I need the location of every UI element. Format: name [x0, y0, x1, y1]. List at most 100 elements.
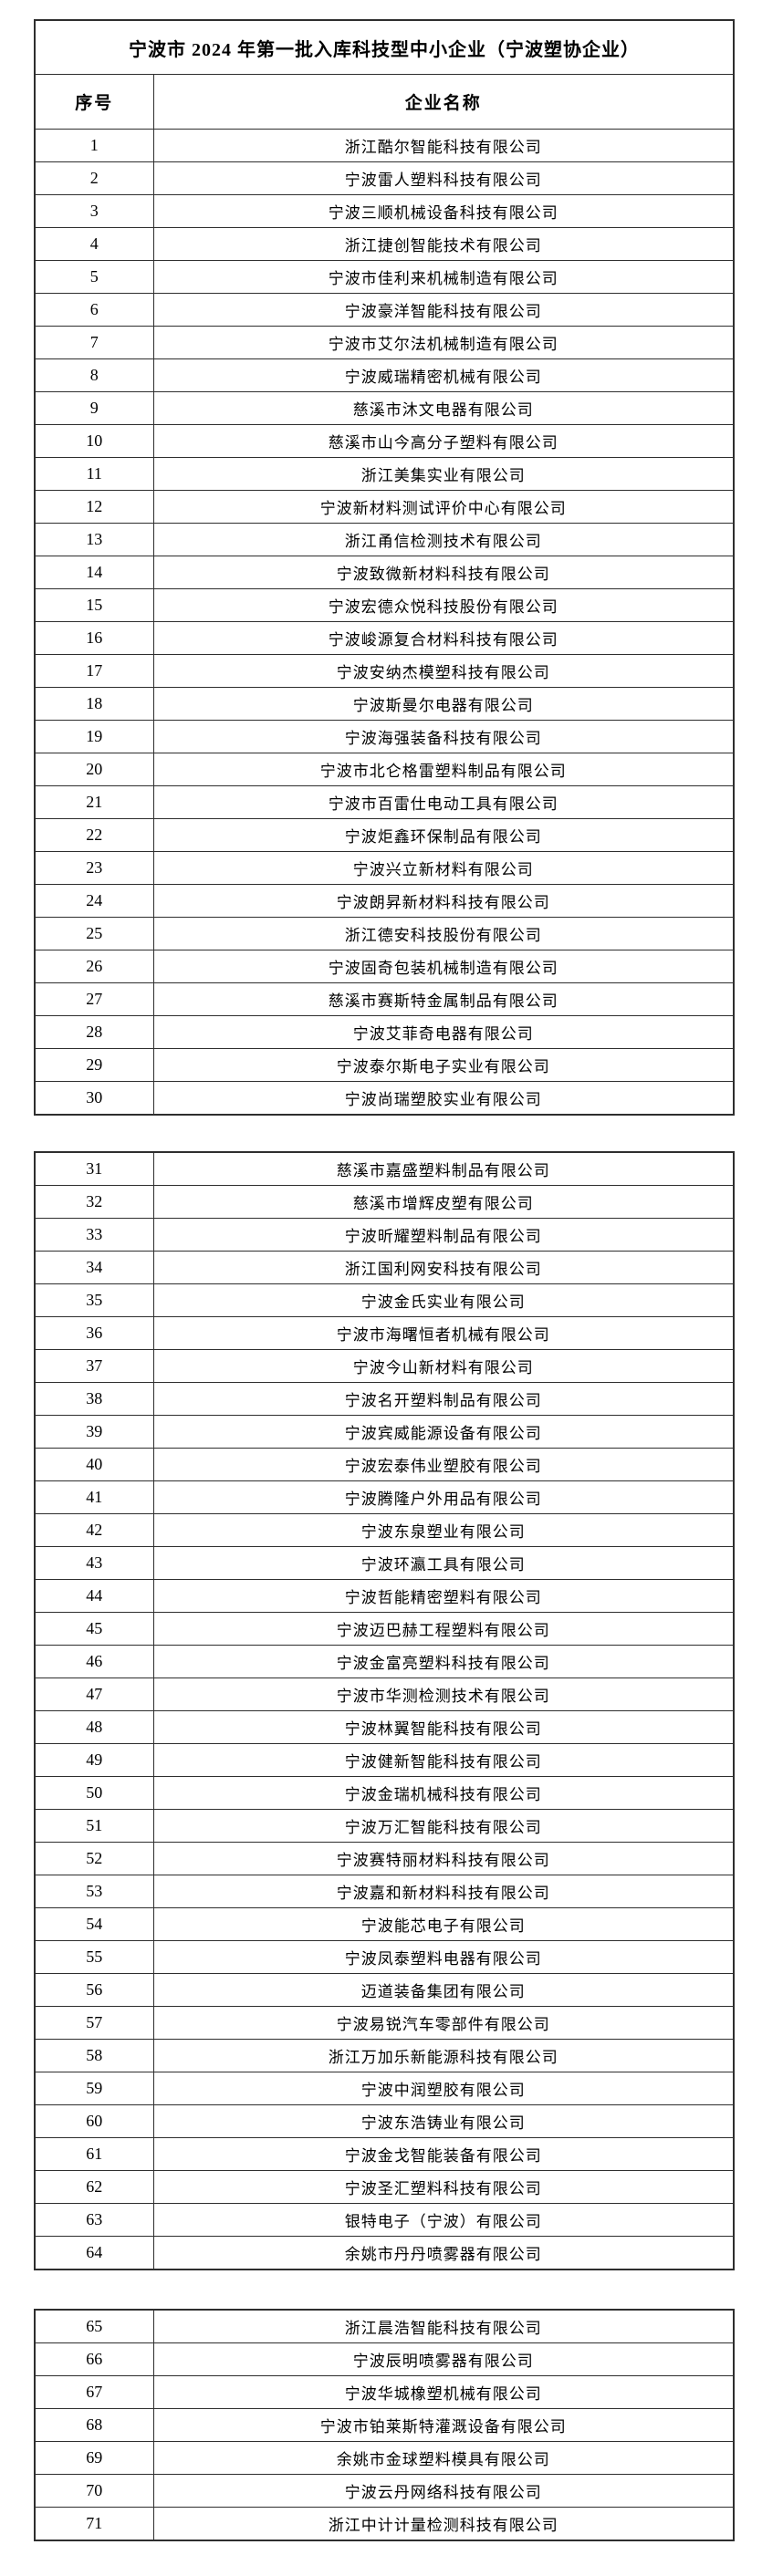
table-row: 36 宁波市海曙恒者机械有限公司: [34, 1316, 735, 1350]
row-index: 1: [34, 129, 154, 162]
table-row: 59 宁波中润塑胶有限公司: [34, 2072, 735, 2105]
company-name: 浙江甬信检测技术有限公司: [152, 523, 735, 556]
row-index: 59: [34, 2072, 154, 2105]
row-index: 41: [34, 1480, 154, 1514]
row-index: 45: [34, 1612, 154, 1646]
row-index: 6: [34, 293, 154, 327]
companies-table-segment-3: 65 浙江晨浩智能科技有限公司 66 宁波辰明喷雾器有限公司 67 宁波华城橡塑机械有限公…: [34, 2309, 735, 2541]
row-index: 42: [34, 1513, 154, 1547]
row-index: 64: [34, 2236, 154, 2270]
table-row: 31 慈溪市嘉盛塑料制品有限公司: [34, 1151, 735, 1186]
company-name: 宁波华城橡塑机械有限公司: [152, 2375, 735, 2409]
company-name: 浙江捷创智能技术有限公司: [152, 227, 735, 261]
row-index: 60: [34, 2104, 154, 2138]
column-header-company: 企业名称: [152, 74, 735, 130]
row-index: 23: [34, 851, 154, 885]
table-row: 16 宁波峻源复合材料科技有限公司: [34, 621, 735, 655]
table-row: 4 浙江捷创智能技术有限公司: [34, 227, 735, 261]
row-index: 28: [34, 1015, 154, 1049]
table-row: 6 宁波豪洋智能科技有限公司: [34, 293, 735, 327]
table-row: 48 宁波林翼智能科技有限公司: [34, 1710, 735, 1744]
company-name: 宁波东浩铸业有限公司: [152, 2104, 735, 2138]
row-index: 2: [34, 161, 154, 195]
row-index: 12: [34, 490, 154, 524]
company-name: 宁波艾菲奇电器有限公司: [152, 1015, 735, 1049]
company-name: 宁波今山新材料有限公司: [152, 1349, 735, 1383]
company-name: 宁波环瀛工具有限公司: [152, 1546, 735, 1580]
company-name: 慈溪市赛斯特金属制品有限公司: [152, 982, 735, 1016]
row-index: 21: [34, 785, 154, 819]
row-index: 62: [34, 2170, 154, 2204]
company-name: 宁波能芯电子有限公司: [152, 1907, 735, 1941]
company-name: 宁波云丹网络科技有限公司: [152, 2474, 735, 2508]
row-index: 25: [34, 917, 154, 950]
row-index: 16: [34, 621, 154, 655]
table-row: 61 宁波金戈智能装备有限公司: [34, 2137, 735, 2171]
company-name: 宁波宏泰伟业塑胶有限公司: [152, 1448, 735, 1481]
column-header-index: 序号: [34, 74, 154, 130]
table-row: 41 宁波腾隆户外用品有限公司: [34, 1480, 735, 1514]
row-index: 36: [34, 1316, 154, 1350]
company-name: 宁波金瑞机械科技有限公司: [152, 1776, 735, 1810]
table-row: 55 宁波凤泰塑料电器有限公司: [34, 1940, 735, 1974]
table-row: 49 宁波健新智能科技有限公司: [34, 1743, 735, 1777]
row-index: 22: [34, 818, 154, 852]
table-row: 15 宁波宏德众悦科技股份有限公司: [34, 588, 735, 622]
table-row: 25 浙江德安科技股份有限公司: [34, 917, 735, 950]
row-index: 13: [34, 523, 154, 556]
row-index: 38: [34, 1382, 154, 1416]
company-name: 宁波哲能精密塑料有限公司: [152, 1579, 735, 1613]
company-name: 宁波雷人塑料科技有限公司: [152, 161, 735, 195]
row-index: 69: [34, 2441, 154, 2475]
table-row: 53 宁波嘉和新材料科技有限公司: [34, 1875, 735, 1908]
company-name: 宁波市艾尔法机械制造有限公司: [152, 326, 735, 359]
row-index: 24: [34, 884, 154, 918]
company-name: 宁波威瑞精密机械有限公司: [152, 358, 735, 392]
row-index: 30: [34, 1081, 154, 1116]
company-name: 宁波三顺机械设备科技有限公司: [152, 194, 735, 228]
company-name: 浙江酷尔智能科技有限公司: [152, 129, 735, 162]
table-row: 70 宁波云丹网络科技有限公司: [34, 2474, 735, 2508]
company-name: 迈道装备集团有限公司: [152, 1973, 735, 2007]
table-row: 60 宁波东浩铸业有限公司: [34, 2104, 735, 2138]
company-name: 宁波名开塑料制品有限公司: [152, 1382, 735, 1416]
table-body-segment-2: 31 慈溪市嘉盛塑料制品有限公司 32 慈溪市增辉皮塑有限公司 33 宁波昕耀塑料制品有限…: [34, 1151, 735, 2270]
row-index: 34: [34, 1251, 154, 1284]
table-row: 8 宁波威瑞精密机械有限公司: [34, 358, 735, 392]
company-name: 宁波炬鑫环保制品有限公司: [152, 818, 735, 852]
table-row: 3 宁波三顺机械设备科技有限公司: [34, 194, 735, 228]
company-name: 浙江德安科技股份有限公司: [152, 917, 735, 950]
row-index: 7: [34, 326, 154, 359]
table-row: 51 宁波万汇智能科技有限公司: [34, 1809, 735, 1843]
row-index: 48: [34, 1710, 154, 1744]
table-row: 27 慈溪市赛斯特金属制品有限公司: [34, 982, 735, 1016]
row-index: 54: [34, 1907, 154, 1941]
company-name: 宁波安纳杰模塑科技有限公司: [152, 654, 735, 688]
row-index: 51: [34, 1809, 154, 1843]
company-name: 余姚市丹丹喷雾器有限公司: [152, 2236, 735, 2270]
company-name: 宁波凤泰塑料电器有限公司: [152, 1940, 735, 1974]
row-index: 37: [34, 1349, 154, 1383]
row-index: 19: [34, 720, 154, 753]
company-name: 宁波金富亮塑料科技有限公司: [152, 1645, 735, 1678]
company-name: 宁波宏德众悦科技股份有限公司: [152, 588, 735, 622]
table-row: 45 宁波迈巴赫工程塑料有限公司: [34, 1612, 735, 1646]
company-name: 宁波腾隆户外用品有限公司: [152, 1480, 735, 1514]
table-row: 46 宁波金富亮塑料科技有限公司: [34, 1645, 735, 1678]
table-row: 52 宁波赛特丽材料科技有限公司: [34, 1842, 735, 1875]
company-name: 宁波峻源复合材料科技有限公司: [152, 621, 735, 655]
table-row: 54 宁波能芯电子有限公司: [34, 1907, 735, 1941]
row-index: 66: [34, 2342, 154, 2376]
row-index: 53: [34, 1875, 154, 1908]
company-name: 宁波泰尔斯电子实业有限公司: [152, 1048, 735, 1082]
row-index: 10: [34, 424, 154, 458]
company-name: 银特电子（宁波）有限公司: [152, 2203, 735, 2237]
table-row: 56 迈道装备集团有限公司: [34, 1973, 735, 2007]
table-row: 66 宁波辰明喷雾器有限公司: [34, 2342, 735, 2376]
company-name: 宁波中润塑胶有限公司: [152, 2072, 735, 2105]
row-index: 31: [34, 1151, 154, 1186]
table-row: 68 宁波市铂莱斯特灌溉设备有限公司: [34, 2408, 735, 2442]
company-name: 慈溪市增辉皮塑有限公司: [152, 1185, 735, 1219]
table-body-segment-3: 65 浙江晨浩智能科技有限公司 66 宁波辰明喷雾器有限公司 67 宁波华城橡塑机械有限公…: [34, 2309, 735, 2541]
row-index: 67: [34, 2375, 154, 2409]
